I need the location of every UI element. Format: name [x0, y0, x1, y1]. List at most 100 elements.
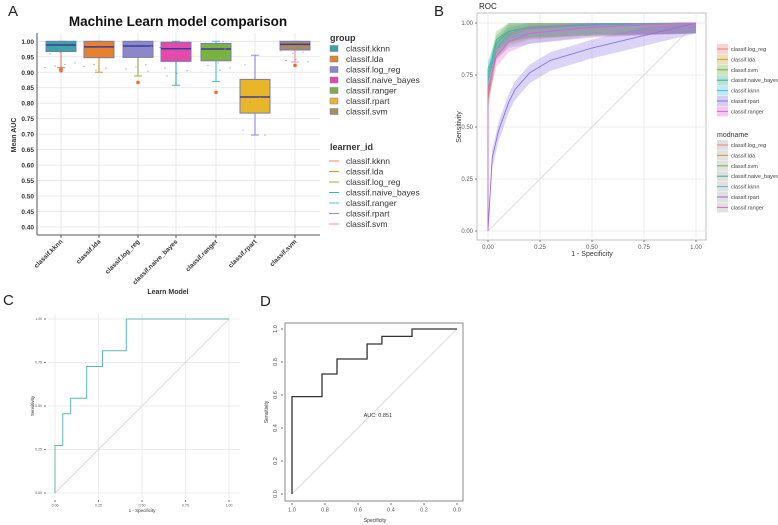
auc-annotation: AUC: 0.851: [364, 413, 392, 419]
legend-item: classif.svm: [731, 164, 758, 170]
jitter-point: [152, 52, 154, 54]
jitter-point: [95, 69, 97, 71]
y-tick-label: 0.75: [21, 116, 34, 123]
y-tick-label: 0.70: [21, 132, 34, 139]
jitter-point: [69, 49, 71, 52]
diagonal-reference-line: [54, 318, 230, 494]
y-tick-label: 0.50: [35, 404, 42, 408]
y-tick-label: 0.65: [21, 147, 34, 154]
legend-item-group: classif.kknn: [346, 44, 390, 54]
legend-title-modname: modname: [717, 132, 748, 139]
jitter-point: [249, 101, 251, 103]
jitter-point: [259, 96, 261, 99]
jitter-point: [280, 50, 282, 52]
legend-item: classif.lda: [731, 153, 756, 159]
box: [160, 41, 192, 62]
y-tick-label: 0.55: [21, 178, 34, 185]
jitter-point: [130, 50, 132, 52]
legend-title-learner: learner_id: [330, 142, 373, 152]
legend-item: classif.rpart: [731, 99, 760, 105]
jitter-point: [229, 67, 231, 69]
y-tick-label: 0.75: [35, 361, 42, 365]
jitter-point: [59, 51, 61, 53]
confidence-band: [488, 23, 696, 231]
jitter-point: [49, 53, 51, 55]
legend-item-group: classif.lda: [346, 54, 384, 64]
x-tick-label: 0.25: [534, 245, 546, 251]
y-tick-label: 0.8: [273, 358, 279, 366]
jitter-point: [244, 64, 246, 66]
jitter-point: [297, 41, 299, 43]
roc-curve: [487, 22, 697, 231]
jitter-point: [307, 61, 309, 63]
jitter-point: [176, 72, 178, 74]
legend-item-learner: classif.log_reg: [346, 177, 401, 187]
y-tick-label: 0.50: [461, 125, 473, 131]
jitter-point: [219, 69, 221, 71]
x-tick-label: 1.0: [288, 508, 296, 514]
legend-swatch: [329, 55, 339, 63]
box: [45, 40, 77, 53]
box: [239, 78, 271, 114]
y-tick-label: 0.90: [21, 70, 34, 77]
y-tick-label: 1.00: [35, 317, 42, 321]
jitter-point: [171, 52, 173, 54]
jitter-point: [159, 46, 161, 49]
jitter-point: [302, 51, 304, 53]
y-tick-label: 1.00: [461, 21, 473, 27]
x-tick-label: 0.00: [482, 245, 494, 251]
jitter-point: [44, 67, 46, 69]
jitter-point: [135, 66, 137, 68]
legend-swatch: [329, 97, 339, 105]
legend-item: classif.log_reg: [731, 143, 766, 149]
roc-curve: [54, 318, 229, 493]
x-tick-label: 0.6: [354, 508, 362, 514]
jitter-point: [181, 49, 183, 51]
outlier-point: [59, 67, 63, 71]
jitter-point: [217, 62, 219, 64]
x-tick-label: classif.ranger: [185, 238, 220, 273]
jitter-point: [93, 63, 95, 66]
confidence-band: [488, 23, 696, 231]
jitter-point: [166, 75, 168, 77]
y-tick-label: 0.25: [35, 448, 42, 452]
x-axis-label-a: Learn Model: [147, 289, 188, 296]
diagonal-reference-line: [487, 22, 697, 232]
jitter-point: [292, 52, 294, 54]
x-tick-label: 1.00: [690, 245, 702, 251]
legend-item: classif.kknn: [731, 185, 759, 191]
y-tick-label: 0.60: [21, 163, 34, 170]
legend-swatch: [329, 76, 339, 84]
y-tick-label: 1.0: [273, 325, 279, 333]
jitter-point: [264, 134, 266, 136]
jitter-point: [145, 64, 147, 66]
y-tick-label: 0.50: [21, 194, 34, 201]
legend-item-learner: classif.naive_bayes: [346, 188, 420, 198]
y-tick-label: 0.4: [273, 424, 279, 432]
chart-title-a: Machine Learn model comparison: [69, 14, 287, 29]
x-tick-label: classif.lda: [75, 238, 102, 265]
jitter-point: [150, 45, 152, 48]
legend-item: classif.naive_bayes: [731, 78, 778, 84]
confidence-band: [488, 23, 696, 231]
panel-label-c: C: [3, 292, 14, 309]
jitter-point: [239, 106, 241, 108]
jitter-point: [242, 129, 244, 131]
x-tick-label: 0.8: [321, 508, 329, 514]
legend-item-group: classif.svm: [346, 107, 388, 117]
legend-item: classif.ranger: [731, 109, 764, 115]
legend-item-group: classif.rpart: [346, 96, 390, 106]
y-axis-label-c: Sensitivity: [30, 395, 35, 416]
y-tick-label: 0.95: [21, 54, 34, 61]
panel-label-a: A: [8, 3, 18, 20]
box: [122, 40, 154, 58]
jitter-point: [47, 48, 49, 50]
y-tick-label: 0.80: [21, 101, 34, 108]
legend-item-learner: classif.lda: [346, 167, 384, 177]
x-tick-label: classif.log_reg: [104, 238, 141, 275]
y-tick-label: 1.00: [21, 39, 34, 46]
jitter-point: [222, 41, 224, 43]
legend-swatch: [329, 45, 339, 52]
y-axis-label-d: Sensitivity: [264, 400, 270, 423]
legend-item: classif.log_reg: [731, 47, 766, 53]
